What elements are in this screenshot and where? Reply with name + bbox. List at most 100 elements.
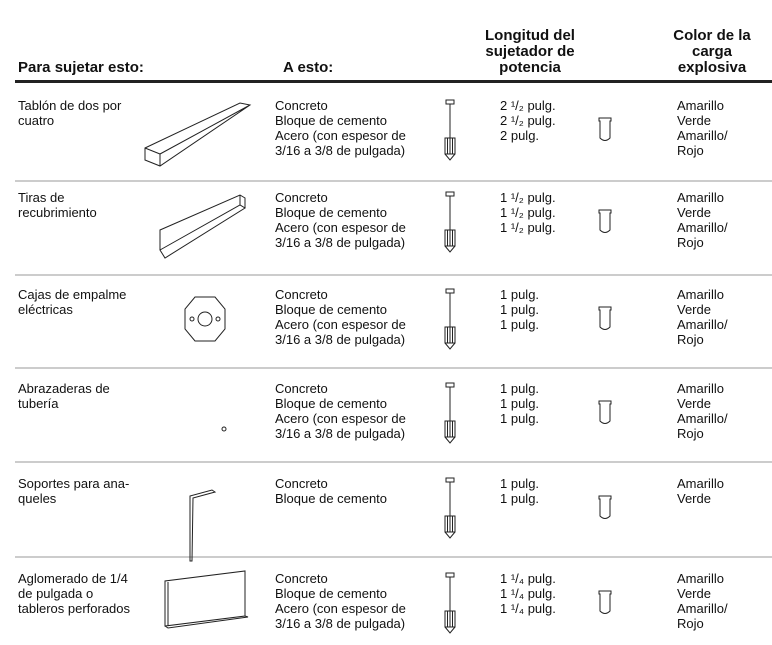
color-text: Rojo — [677, 332, 704, 347]
color-text: Amarillo/ — [677, 128, 728, 143]
length-text: 1 pulg. — [500, 287, 540, 302]
length-text: 2 ¹/₂ pulg. — [500, 113, 556, 128]
color-text: Verde — [677, 396, 711, 411]
color-text: Rojo — [677, 235, 704, 250]
pin-tip — [444, 342, 456, 350]
board — [164, 570, 249, 629]
cartridge — [598, 209, 612, 233]
cartridge — [598, 117, 612, 141]
header-text: potencia — [499, 59, 561, 76]
cartridge — [598, 400, 612, 424]
surface-text: Bloque de cemento — [275, 491, 388, 506]
length-text: 1 pulg. — [500, 411, 540, 426]
length-text: 1 pulg. — [500, 302, 540, 317]
color-text: Rojo — [677, 143, 704, 158]
pin-head — [445, 382, 455, 388]
surface-text: Acero (con espesor de — [275, 601, 406, 616]
color-text: Amarillo — [677, 476, 724, 491]
surface-text: 3/16 a 3/8 de pulgada) — [275, 426, 406, 441]
surface-text: Bloque de cemento — [275, 586, 388, 601]
header-text: sujetador de — [485, 43, 575, 60]
surface-text: Acero (con espesor de — [275, 411, 406, 426]
pin-tip — [444, 626, 456, 634]
color-text: Verde — [677, 586, 711, 601]
length-text: 1 pulg. — [500, 476, 540, 491]
length-text: 1 ¹/₂ pulg. — [500, 220, 556, 235]
item-text: recubrimiento — [18, 205, 97, 220]
surface-text: Concreto — [275, 476, 328, 491]
pin-head — [445, 99, 455, 105]
surface-text: Bloque de cemento — [275, 396, 388, 411]
pin-head — [445, 477, 455, 483]
item-text: Tablón de dos por — [18, 98, 122, 113]
item-text: de pulgada o — [18, 586, 94, 601]
cartridge — [598, 495, 612, 519]
color-text: Rojo — [677, 616, 704, 631]
item-text: tableros perforados — [18, 601, 131, 616]
item-text: cuatro — [18, 113, 55, 128]
surface-text: 3/16 a 3/8 de pulgada) — [275, 332, 406, 347]
pin-head — [445, 288, 455, 294]
pin-head — [445, 191, 455, 197]
color-text: Amarillo/ — [677, 317, 728, 332]
color-text: Amarillo — [677, 287, 724, 302]
length-text: 1 pulg. — [500, 381, 540, 396]
length-text: 1 ¹/₂ pulg. — [500, 190, 556, 205]
surface-text: Concreto — [275, 98, 328, 113]
header-text: Para sujetar esto: — [18, 59, 144, 76]
length-text: 1 ¹/₄ pulg. — [500, 601, 556, 616]
header-text: A esto: — [283, 59, 334, 76]
header-text: Color de la — [673, 27, 751, 44]
pin-head — [445, 572, 455, 578]
color-text: Amarillo — [677, 98, 724, 113]
surface-text: 3/16 a 3/8 de pulgada) — [275, 616, 406, 631]
color-text: Amarillo — [677, 190, 724, 205]
header-rule — [15, 80, 772, 83]
header-text: explosiva — [677, 59, 747, 76]
length-text: 1 pulg. — [500, 491, 540, 506]
bracket — [189, 489, 217, 562]
surface-text: Concreto — [275, 287, 328, 302]
item-text: Cajas de empalme — [18, 287, 127, 302]
header-text: Longitud del — [485, 27, 575, 44]
surface-text: 3/16 a 3/8 de pulgada) — [275, 235, 406, 250]
item-text: tubería — [18, 396, 59, 411]
item-text: Abrazaderas de — [18, 381, 110, 396]
pin-tip — [444, 436, 456, 444]
clamp-hole — [221, 426, 227, 432]
pin-tip — [444, 153, 456, 161]
color-text: Verde — [677, 205, 711, 220]
length-text: 1 pulg. — [500, 396, 540, 411]
color-text: Verde — [677, 302, 711, 317]
surface-text: Bloque de cemento — [275, 302, 388, 317]
strip — [159, 194, 246, 259]
color-text: Amarillo/ — [677, 601, 728, 616]
item-text: queles — [18, 491, 57, 506]
surface-text: Concreto — [275, 381, 328, 396]
box-hole — [215, 316, 221, 322]
color-text: Rojo — [677, 426, 704, 441]
box-hole — [197, 311, 213, 327]
surface-text: Acero (con espesor de — [275, 317, 406, 332]
surface-text: Bloque de cemento — [275, 113, 388, 128]
item-text: Tiras de — [18, 190, 65, 205]
color-text: Verde — [677, 491, 711, 506]
plank — [144, 102, 252, 167]
box-hole — [189, 316, 195, 322]
pin-tip — [444, 245, 456, 253]
box — [184, 296, 226, 342]
pin-tip — [444, 531, 456, 539]
length-text: 2 pulg. — [500, 128, 540, 143]
color-text: Amarillo — [677, 381, 724, 396]
cartridge — [598, 590, 612, 614]
length-text: 2 ¹/₂ pulg. — [500, 98, 556, 113]
item-text: Soportes para ana- — [18, 476, 130, 491]
length-text: 1 ¹/₄ pulg. — [500, 571, 556, 586]
item-text: Aglomerado de 1/4 — [18, 571, 128, 586]
surface-text: Bloque de cemento — [275, 205, 388, 220]
surface-text: 3/16 a 3/8 de pulgada) — [275, 143, 406, 158]
color-text: Verde — [677, 113, 711, 128]
surface-text: Acero (con espesor de — [275, 220, 406, 235]
color-text: Amarillo/ — [677, 411, 728, 426]
